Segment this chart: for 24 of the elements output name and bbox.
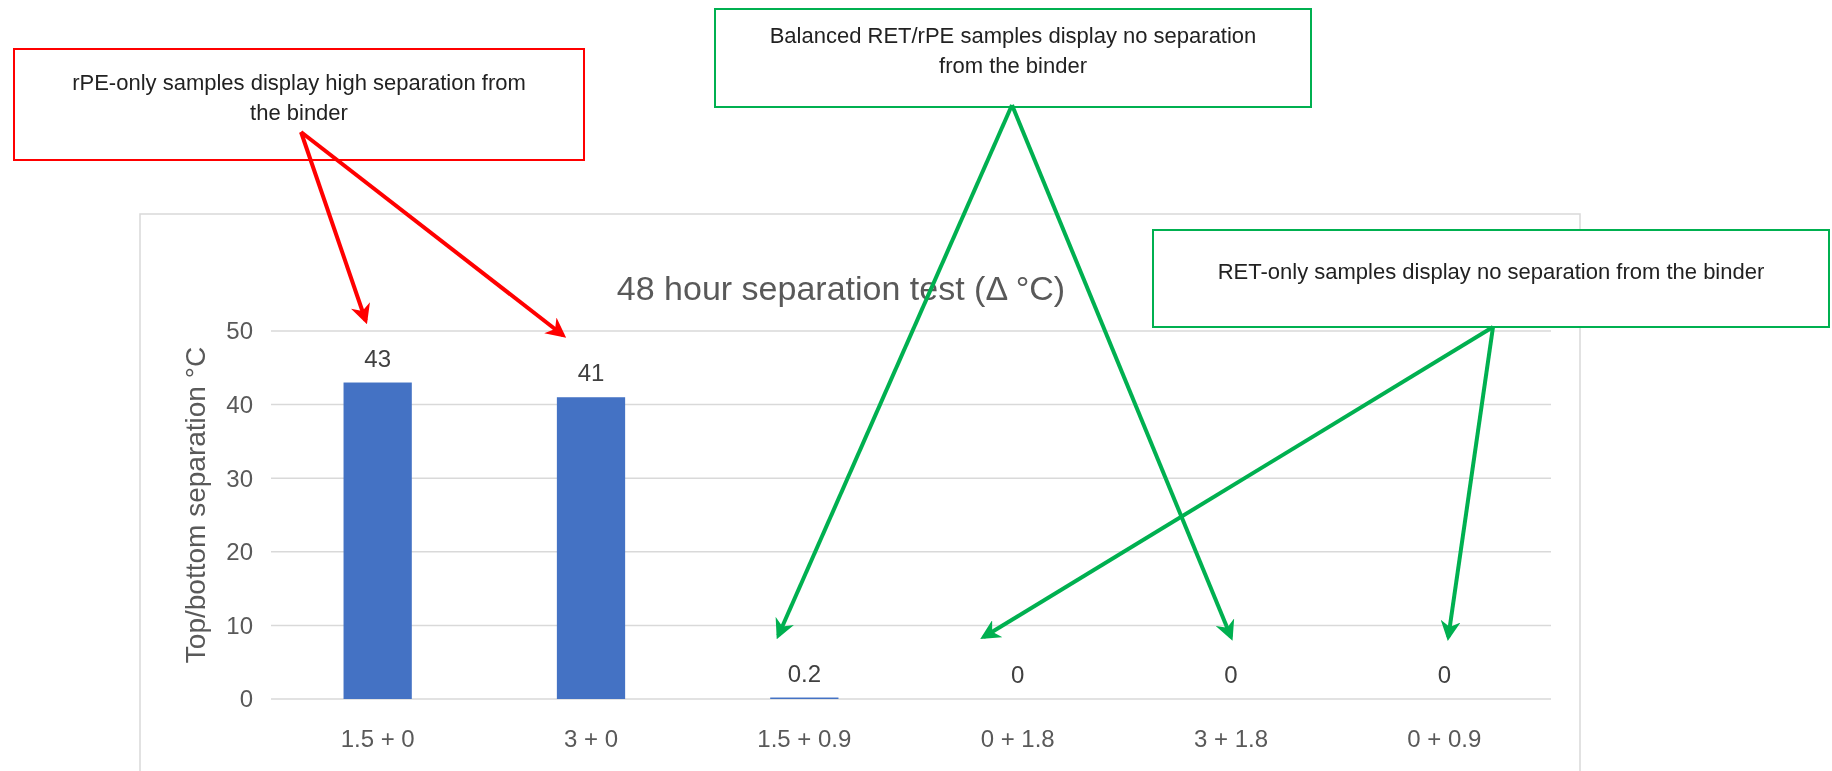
text: rPE-only samples display high separation from the binder: [72, 69, 526, 125]
x-tick-label: 3 + 1.8: [1193, 725, 1269, 752]
data-label: 43: [364, 344, 392, 372]
y-tick-label: 20: [226, 538, 253, 566]
y-tick-label: 40: [226, 391, 253, 418]
y-axis-title: Top/bottom separation °C: [180, 346, 211, 664]
data-label: 0.2: [787, 659, 822, 687]
bar: [343, 382, 412, 699]
x-tick-label: 0 + 1.8: [980, 725, 1055, 752]
data-label: 41: [577, 359, 605, 387]
data-label: 0: [1437, 661, 1452, 688]
y-tick-label: 0: [239, 685, 253, 713]
text: RET-only samples display no separation from the binder: [1217, 258, 1765, 284]
y-tick-label: 30: [226, 464, 253, 492]
x-tick-label: 1.5 + 0.9: [757, 725, 852, 752]
bar: [556, 397, 626, 699]
text: Balanced RET/rPE samples display no separation from the binder: [769, 23, 1257, 78]
x-tick-label: 0 + 0.9: [1407, 725, 1482, 752]
x-tick-label: 1.5 + 0: [340, 725, 415, 752]
data-label: 0: [1224, 661, 1238, 688]
x-tick-label: 3 + 0: [563, 725, 619, 752]
y-tick-label: 50: [226, 317, 253, 345]
data-label: 0: [1010, 661, 1025, 688]
y-tick-label: 10: [226, 611, 253, 639]
